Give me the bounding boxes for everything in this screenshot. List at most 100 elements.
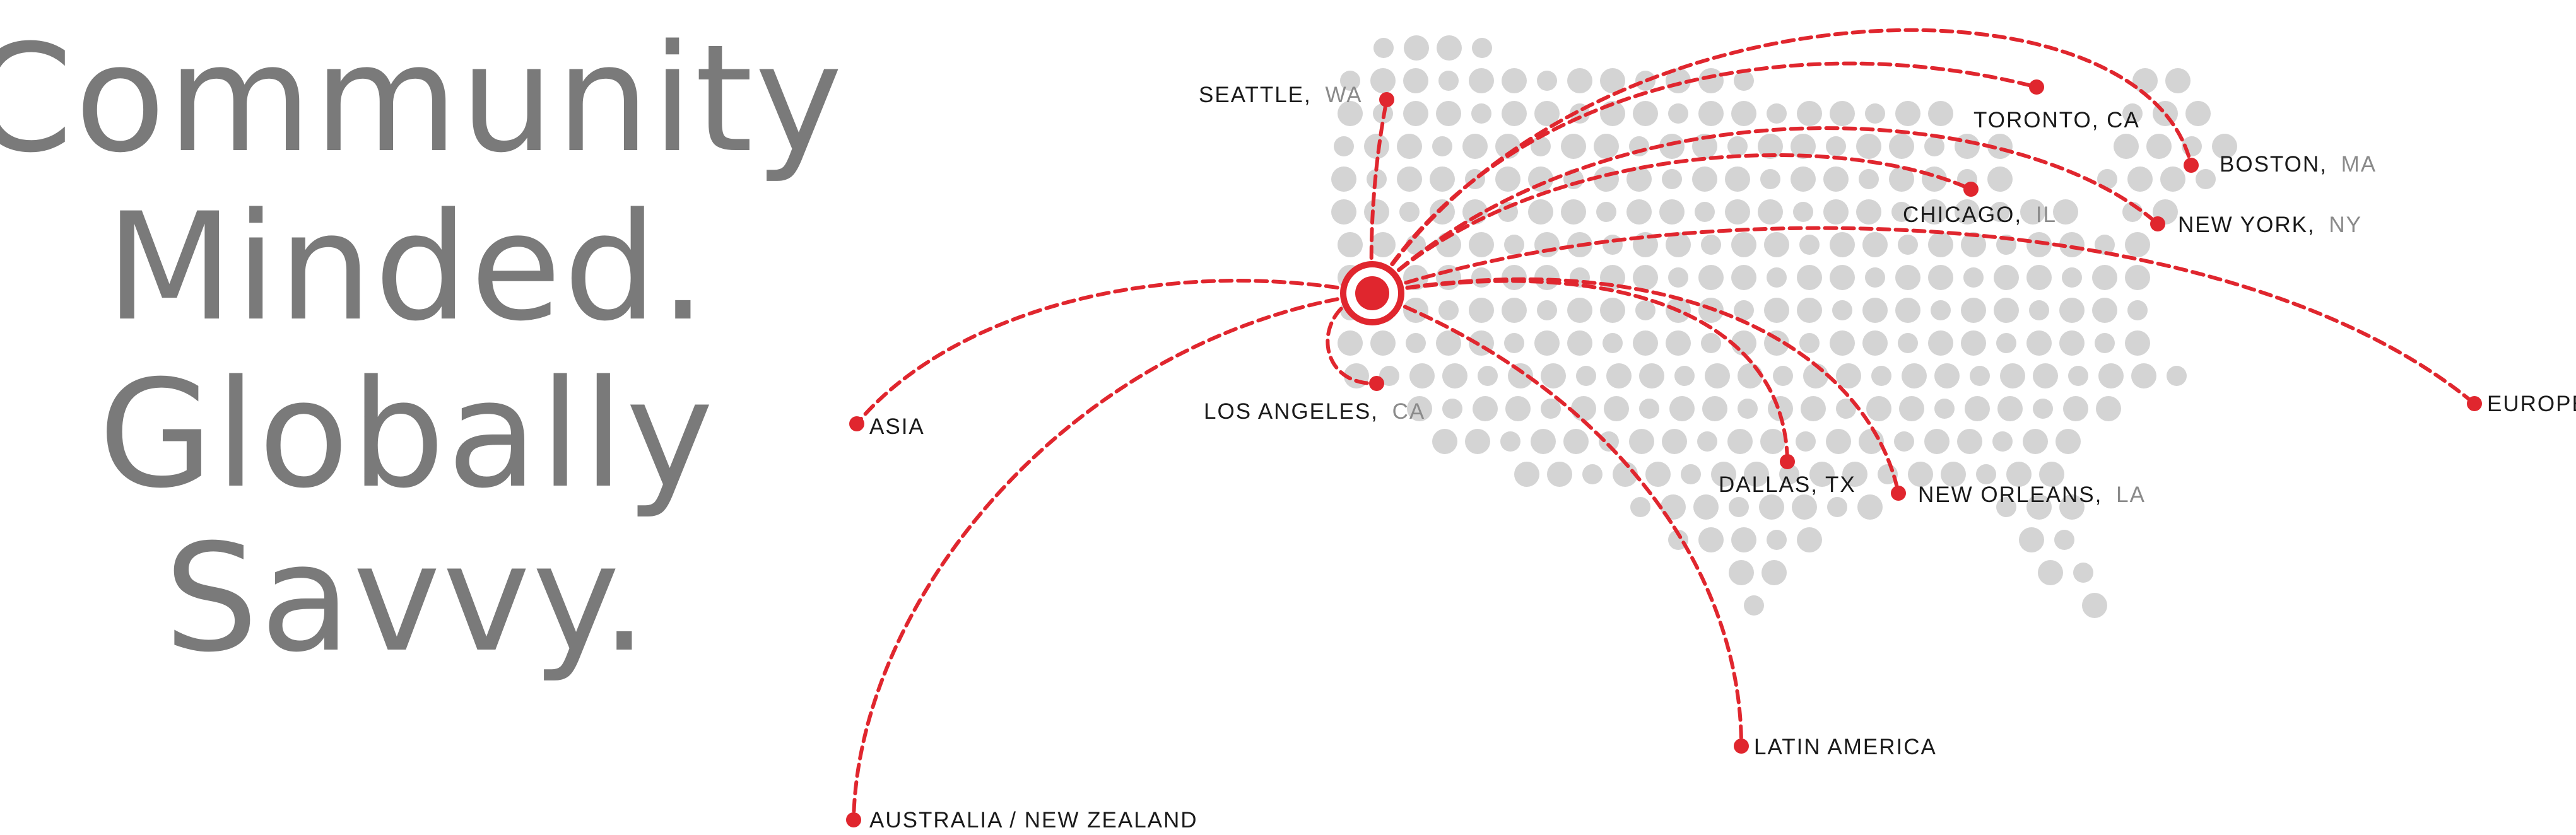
map-dot	[1758, 134, 1783, 159]
map-dot	[1430, 166, 1455, 192]
map-dot	[1600, 298, 1625, 323]
route-new-orleans	[1370, 277, 1900, 495]
map-dot	[1698, 527, 1724, 552]
map-dot	[1596, 202, 1616, 222]
map-dot	[1404, 35, 1429, 61]
map-dot	[2020, 199, 2045, 225]
label-toronto: TORONTO, CA	[1973, 108, 2140, 132]
map-dot	[1500, 431, 1520, 452]
map-dot	[2056, 429, 2081, 454]
map-dot	[1603, 235, 1623, 255]
map-dot	[1830, 101, 1855, 126]
map-dot	[1830, 232, 1855, 257]
map-dot	[2092, 265, 2117, 290]
map-dot	[2029, 300, 2049, 320]
map-dot	[1645, 462, 1671, 487]
map-dot	[1941, 462, 1966, 487]
map-dot	[1364, 134, 1389, 159]
map-dot	[1698, 265, 1724, 290]
map-dot	[1760, 429, 1785, 454]
map-dot	[1799, 235, 1820, 255]
map-dot	[2097, 169, 2117, 189]
map-dot	[1894, 431, 1914, 452]
map-dot	[1662, 429, 1687, 454]
map-dot	[1797, 265, 1822, 290]
dot-dallas	[1780, 454, 1795, 469]
map-dot	[2167, 366, 2187, 386]
map-dot	[1502, 101, 1527, 126]
map-dot	[1760, 169, 1780, 189]
map-dot	[1889, 166, 1914, 192]
map-dot	[1859, 429, 1884, 454]
label-latin-america: LATIN AMERICA	[1754, 735, 1937, 759]
dot-boston	[2184, 158, 2199, 173]
map-dot	[2063, 396, 2088, 421]
map-dot	[1836, 399, 1856, 419]
label-new-orleans-name: NEW ORLEANS,	[1918, 482, 2102, 507]
map-dot	[1505, 396, 1531, 421]
map-dot	[1758, 199, 1783, 225]
map-dot	[1711, 462, 1736, 487]
label-boston-region: MA	[2341, 152, 2377, 177]
map-dot	[1928, 101, 1953, 126]
map-dot	[1436, 101, 1461, 126]
label-new-york-name: NEW YORK,	[2178, 213, 2315, 237]
map-dot	[1403, 68, 1428, 93]
label-australia-name: AUSTRALIA / NEW ZEALAND	[869, 808, 1198, 832]
map-dot	[1744, 595, 1764, 616]
map-dot	[2039, 462, 2064, 487]
label-chicago-name: CHICAGO,	[1903, 202, 2022, 227]
map-dot	[2026, 330, 2052, 356]
map-dot	[1502, 298, 1527, 323]
map-dot	[1629, 136, 1649, 156]
map-dot	[1865, 267, 1885, 288]
map-dot	[1469, 298, 1494, 323]
map-dot	[1639, 399, 1659, 419]
destination-markers	[846, 79, 2482, 827]
label-europe: EUROPE	[2487, 392, 2576, 416]
dot-chicago	[1963, 182, 1979, 197]
map-dot	[1397, 166, 1422, 192]
map-dot	[1528, 199, 1553, 225]
map-dot	[1430, 199, 1455, 225]
map-dot	[1987, 166, 2013, 192]
map-dot	[1791, 134, 1816, 159]
map-dot	[1582, 464, 1603, 484]
map-dot	[1669, 396, 1695, 421]
map-dot	[1508, 363, 1533, 388]
label-seattle: SEATTLE, WA	[1199, 83, 1363, 107]
map-dot	[1889, 134, 1914, 159]
label-seattle-region: WA	[1325, 83, 1362, 107]
label-new-orleans-region: LA	[2116, 482, 2146, 507]
map-dot	[1823, 199, 1849, 225]
label-los-angeles: LOS ANGELES, CA	[1204, 399, 1425, 424]
map-dot	[1567, 330, 1592, 356]
map-dot	[2026, 494, 2052, 520]
map-dot	[1403, 265, 1428, 290]
map-dot	[1934, 399, 1955, 419]
map-dot	[1731, 232, 1756, 257]
label-dallas-name: DALLAS, TX	[1719, 472, 1856, 497]
route-chicago	[1370, 153, 1973, 295]
map-dot	[1633, 101, 1658, 126]
route-asia	[855, 279, 1374, 426]
map-dot	[1567, 298, 1592, 323]
map-dot	[1924, 136, 1944, 156]
label-los-angeles-name: LOS ANGELES,	[1204, 399, 1379, 424]
headline-line-3: Globally	[98, 349, 715, 521]
map-dot	[1534, 265, 1560, 290]
label-chicago-region: IL	[2036, 202, 2057, 227]
map-dot	[1997, 396, 2023, 421]
map-dot	[1992, 431, 2013, 452]
dot-new-orleans	[1891, 486, 1906, 501]
label-boston: BOSTON, MA	[2220, 152, 2377, 177]
map-dot	[1604, 396, 1629, 421]
map-dot	[1698, 68, 1724, 93]
map-dot	[1767, 267, 1787, 288]
map-dot	[1603, 333, 1623, 353]
map-dot	[1403, 101, 1428, 126]
map-dot	[1759, 494, 1784, 520]
map-dot	[1773, 366, 1793, 386]
route-lines	[852, 28, 2476, 822]
map-dot	[2132, 68, 2158, 93]
